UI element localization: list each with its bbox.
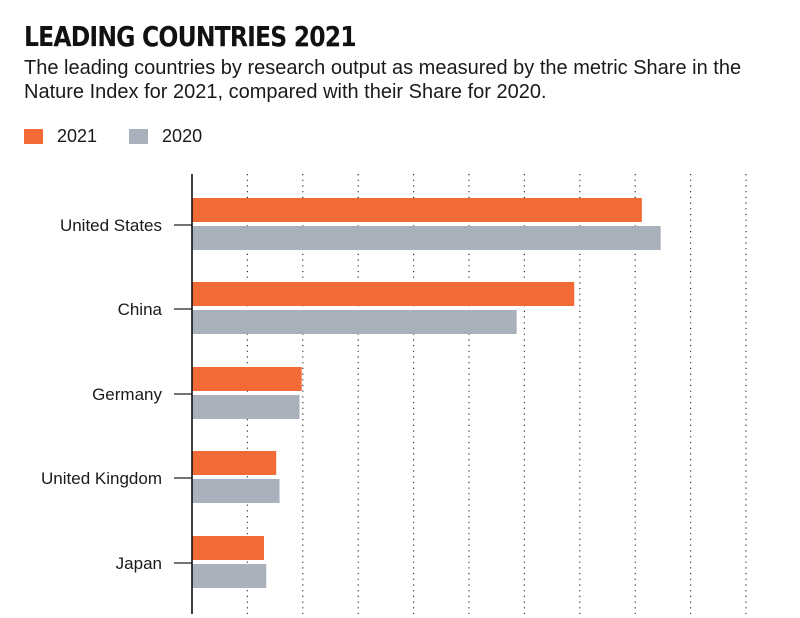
chart-subtitle: The leading countries by research output… bbox=[24, 57, 742, 103]
bar-2021-united-states bbox=[192, 198, 642, 222]
legend-label-2020: 2020 bbox=[162, 126, 203, 146]
bar-2020-germany bbox=[192, 395, 300, 419]
bar-2020-japan bbox=[192, 564, 267, 588]
category-label: Germany bbox=[92, 385, 162, 404]
chart-title: LEADING COUNTRIES 2021 bbox=[24, 20, 357, 53]
legend-label-2021: 2021 bbox=[57, 126, 98, 146]
legend: 2021 2020 bbox=[24, 126, 234, 147]
bar-2020-united-states bbox=[192, 226, 661, 250]
category-label: United Kingdom bbox=[41, 469, 162, 488]
category-ticks bbox=[174, 224, 192, 564]
legend-swatch-2021 bbox=[24, 129, 43, 144]
legend-item-2021: 2021 bbox=[24, 126, 97, 147]
legend-item-2020: 2020 bbox=[129, 126, 202, 147]
category-label: China bbox=[118, 300, 163, 319]
bar-2021-china bbox=[192, 282, 575, 306]
bar-2021-united-kingdom bbox=[192, 451, 277, 475]
bar-2021-germany bbox=[192, 367, 302, 391]
bars bbox=[192, 198, 661, 588]
legend-swatch-2020 bbox=[129, 129, 149, 144]
bar-2020-united-kingdom bbox=[192, 479, 280, 503]
category-label: United States bbox=[60, 216, 162, 235]
category-labels: United States China Germany United Kingdom J… bbox=[41, 216, 163, 573]
category-label: Japan bbox=[116, 554, 162, 573]
bar-2021-japan bbox=[192, 536, 265, 560]
bar-2020-china bbox=[192, 310, 517, 334]
